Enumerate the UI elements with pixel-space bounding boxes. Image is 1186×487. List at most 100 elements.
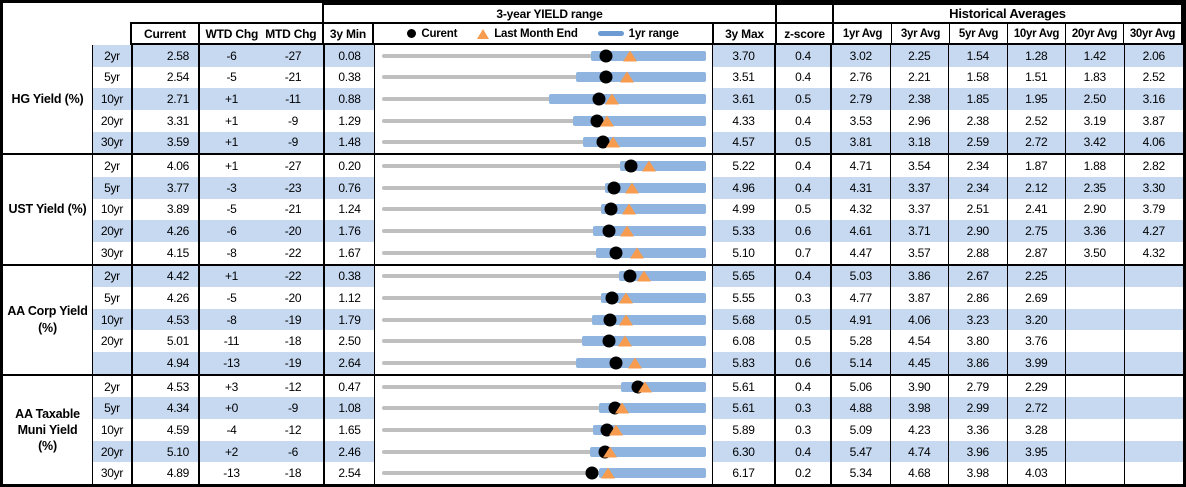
range-chart	[375, 88, 713, 110]
tenor-label	[93, 352, 133, 374]
last-month-end-marker	[619, 292, 634, 304]
last-month-end-marker	[619, 314, 634, 326]
tenor-label: 20yr	[93, 220, 133, 242]
wtd-chg-value: -5	[226, 70, 237, 85]
z-score-value: 0.6	[776, 220, 832, 242]
historical-avg-value: 2.59	[949, 131, 1008, 154]
three-year-min-value: 2.64	[325, 352, 375, 374]
range-chart	[375, 198, 713, 221]
historical-avg-value: 3.37	[890, 176, 949, 199]
historical-avg-value: 1.54	[949, 45, 1008, 67]
three-year-min-value: 1.76	[325, 220, 375, 242]
table-row: 2yr 4.53 +3 -12 0.47 5.61 0.4 5.06 3.90 2.79 2.29	[93, 375, 1184, 398]
last-month-end-marker	[605, 136, 620, 148]
range-chart	[375, 440, 713, 463]
table-row: 2yr 4.42 +1 -22 0.38 5.65 0.4 5.03 3.86 2.67 2.25	[93, 265, 1183, 288]
historical-avg-value	[1125, 376, 1184, 398]
z-score-value: 0.5	[776, 308, 832, 331]
three-year-range-line	[382, 406, 705, 411]
three-year-range-line	[382, 97, 705, 102]
historical-avg-value: 5.28	[832, 330, 891, 353]
mtd-chg-value: -20	[263, 220, 325, 242]
z-score-spacer-box	[775, 3, 834, 24]
last-month-end-marker	[630, 247, 645, 259]
table-row: 10yr 4.53 -8 -19 1.79 5.68 0.5 4.91 4.06 3.23 3.20	[93, 308, 1183, 331]
historical-avg-value: 3.16	[1124, 88, 1183, 110]
historical-avg-value	[1124, 440, 1183, 463]
z-score-column-header: z-score	[775, 22, 834, 45]
one-year-range-bar	[591, 314, 706, 325]
historical-avg-value: 2.50	[1066, 88, 1125, 110]
table-row: 20yr 5.10 +2 -6 2.46 6.30 0.4 5.47 4.74 3.96 3.95	[93, 440, 1183, 463]
three-year-min-value: 0.38	[325, 66, 375, 89]
historical-avg-value: 4.06	[1124, 131, 1183, 154]
historical-avg-value: 5.14	[832, 352, 891, 374]
current-marker	[599, 49, 613, 63]
historical-avg-value: 2.38	[890, 88, 949, 110]
mtd-chg-value: -12	[263, 419, 325, 441]
three-year-min-value: 1.24	[325, 198, 375, 221]
historical-avg-value: 5.06	[832, 375, 891, 398]
historical-avg-value	[1124, 308, 1183, 331]
historical-avg-value: 2.34	[949, 176, 1008, 199]
historical-avg-value: 3.87	[1142, 113, 1165, 128]
current-column-header: Current	[130, 22, 200, 45]
range-chart	[375, 462, 713, 485]
last-month-end-marker	[620, 71, 635, 83]
yield-section: AA Corp Yield (%) 2yr 4.42 +1 -22 0.38 5.65 0.4 5…	[3, 265, 1183, 376]
three-year-min-value: 1.08	[325, 397, 375, 420]
historical-avg-value: 4.88	[832, 397, 891, 420]
last-month-end-marker	[599, 115, 614, 127]
last-month-end-marker	[636, 270, 651, 282]
historical-avg-value: 2.38	[949, 109, 1008, 132]
historical-avg-value: 3.71	[890, 220, 949, 242]
range-chart	[375, 45, 713, 67]
three-year-range-line	[382, 360, 705, 365]
range-chart	[375, 330, 713, 353]
historical-avg-value: 2.82	[1142, 159, 1165, 174]
current-value: 5.10	[133, 440, 200, 463]
tenor-label: 5yr	[93, 397, 133, 420]
historical-avg-value: 3.86	[949, 352, 1008, 374]
z-score-value: 0.2	[776, 462, 832, 485]
three-year-range-line	[382, 140, 705, 145]
historical-avg-value: 3.36	[949, 419, 1008, 441]
historical-avg-value: 4.31	[832, 176, 891, 199]
current-marker	[623, 269, 637, 283]
historical-avg-value: 4.91	[832, 308, 891, 331]
historical-avg-value: 3.57	[891, 241, 949, 264]
three-year-max-value: 5.33	[713, 220, 776, 242]
historical-avg-value: 2.87	[1008, 241, 1066, 264]
avg-column-header: 1yr Avg	[834, 24, 892, 43]
one-year-range-bar	[619, 271, 706, 282]
three-year-min-value: 1.67	[325, 241, 375, 264]
one-year-range-bar	[598, 468, 706, 479]
one-year-range-bar	[575, 72, 706, 83]
historical-avg-value: 3.90	[891, 375, 949, 398]
historical-avg-value: 2.79	[832, 88, 891, 110]
historical-avg-value: 3.50	[1066, 241, 1125, 264]
wtd-chg-value: +1	[200, 88, 263, 110]
wtd-chg-value: +3	[224, 379, 239, 394]
tenor-label: 5yr	[93, 66, 133, 89]
mtd-chg-value: -22	[263, 241, 325, 264]
wtd-chg-value: -13	[223, 466, 240, 481]
historical-avg-value: 2.41	[1008, 198, 1066, 221]
wtd-chg-value: -3	[200, 176, 263, 199]
three-year-min-value: 2.50	[325, 330, 375, 353]
historical-avg-value	[1066, 375, 1125, 398]
historical-avg-value: 3.28	[1008, 419, 1066, 441]
mtd-chg-value: -18	[263, 462, 325, 485]
current-value: 4.53	[133, 308, 200, 331]
historical-avg-value: 3.81	[832, 131, 891, 154]
z-score-value: 0.4	[776, 66, 832, 89]
current-marker	[585, 466, 599, 480]
tenor-label: 20yr	[93, 440, 133, 463]
legend-1yr-range: 1yr range	[597, 28, 679, 40]
chart-legend: Curent Last Month End 1yr range	[372, 22, 714, 45]
tenor-label: 5yr	[93, 176, 133, 199]
table-row: 5yr 3.77 -3 -23 0.76 4.96 0.4 4.31 3.37 2.34 2.12 2…	[93, 176, 1183, 199]
three-year-range-line	[382, 295, 705, 300]
three-year-max-value: 4.96	[713, 176, 776, 199]
table-row: 10yr 2.71 +1 -11 0.88 3.61 0.5 2.79 2.38 1.85 1.95…	[93, 88, 1183, 110]
